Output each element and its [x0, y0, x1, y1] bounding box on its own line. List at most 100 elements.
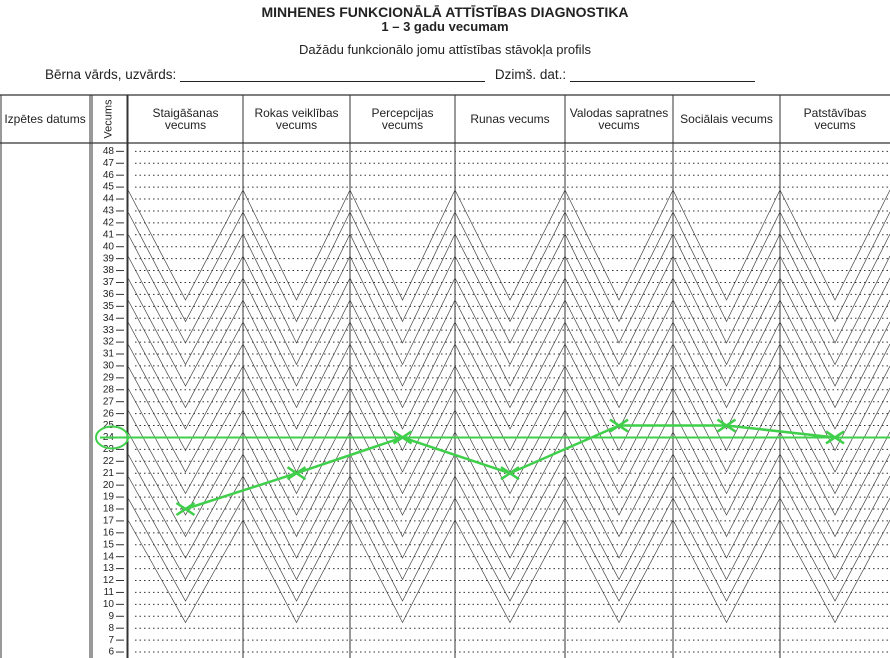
- v-guide: [564, 453, 674, 559]
- name-blank: [180, 69, 486, 82]
- v-guide: [672, 299, 781, 409]
- v-guide: [242, 321, 351, 430]
- v-guide: [242, 189, 351, 301]
- v-guide: [127, 365, 244, 473]
- v-guide: [127, 277, 244, 387]
- data-point: [825, 430, 845, 445]
- y-tick-label: 23: [103, 444, 115, 455]
- v-guide: [349, 277, 456, 387]
- v-guide: [349, 475, 456, 581]
- v-guide: [127, 255, 244, 366]
- y-tick-label: 26: [103, 408, 115, 419]
- v-guide: [349, 321, 456, 430]
- v-guide: [779, 233, 890, 344]
- y-tick-label: 31: [103, 349, 115, 360]
- v-guide: [349, 211, 456, 323]
- category-header: Runas vecums: [470, 112, 550, 126]
- v-guide: [454, 343, 566, 452]
- y-tick-label: 42: [103, 218, 115, 229]
- y-tick-label: 29: [103, 372, 115, 383]
- date-blank: [569, 69, 755, 82]
- v-guide: [672, 189, 781, 301]
- v-guide: [349, 519, 456, 624]
- v-guide: [454, 453, 566, 559]
- reference-circle: [95, 425, 129, 450]
- y-tick-label: 32: [103, 337, 115, 348]
- y-tick-label: 39: [103, 253, 115, 264]
- subtitle: 1 – 3 gadu vecumam: [381, 19, 509, 34]
- v-guide: [242, 453, 351, 559]
- v-guide: [779, 255, 890, 366]
- v-guide: [672, 431, 781, 538]
- v-guide: [349, 453, 456, 559]
- v-guide: [564, 431, 674, 538]
- y-tick-label: 16: [103, 527, 115, 538]
- category-header: Rokas veiklības vecums: [254, 106, 339, 132]
- category-header: Valodas sapratnes vecums: [569, 106, 669, 132]
- v-guide: [242, 431, 351, 538]
- y-tick-label: 27: [103, 396, 115, 407]
- y-tick-label: 43: [103, 206, 115, 217]
- y-tick-label: 19: [103, 492, 115, 503]
- v-guide: [779, 475, 890, 581]
- v-guide: [779, 321, 890, 430]
- v-guide: [127, 299, 244, 409]
- y-tick-label: 12: [103, 575, 115, 586]
- v-guide: [242, 255, 351, 366]
- v-guide: [349, 409, 456, 516]
- y-tick-label: 21: [103, 468, 115, 479]
- y-tick-label: 46: [103, 170, 115, 181]
- y-tick-label: 45: [103, 182, 115, 193]
- v-guide: [672, 409, 781, 516]
- v-guide: [127, 409, 244, 516]
- v-guide: [349, 431, 456, 538]
- v-guide: [779, 519, 890, 624]
- v-guide: [349, 497, 456, 602]
- v-guide: [349, 255, 456, 366]
- v-guide: [242, 497, 351, 602]
- v-guide: [672, 343, 781, 452]
- v-guide: [564, 497, 674, 602]
- v-guide: [242, 475, 351, 581]
- v-guide: [454, 475, 566, 581]
- v-guide: [779, 387, 890, 495]
- v-guide: [349, 299, 456, 409]
- title: MINHENES FUNKCIONĀLĀ ATTĪSTĪBAS DIAGNOST…: [261, 4, 629, 20]
- v-guide: [454, 409, 566, 516]
- data-point: [175, 501, 196, 517]
- y-tick-label: 28: [103, 384, 115, 395]
- y-tick-label: 34: [103, 313, 115, 324]
- y-tick-label: 37: [103, 277, 115, 288]
- category-header: Percepcijas vecums: [371, 106, 434, 132]
- v-guide: [349, 189, 456, 301]
- v-guide: [349, 387, 456, 495]
- data-point: [286, 466, 307, 481]
- v-guide: [564, 211, 674, 323]
- data-point: [716, 418, 737, 433]
- category-header: Sociālais vecums: [680, 112, 773, 126]
- data-point: [392, 430, 413, 445]
- v-guide: [454, 387, 566, 495]
- date-field: Dzimš. dat.:: [494, 67, 567, 82]
- v-guide: [564, 255, 674, 366]
- v-guide: [242, 343, 351, 452]
- y-tick-label: 33: [103, 325, 115, 336]
- y-tick-label: 15: [103, 539, 115, 550]
- heading: Dažādu funkcionālo jomu attīstības stāvo…: [299, 42, 591, 57]
- v-guide: [564, 387, 674, 495]
- v-guide: [564, 299, 674, 409]
- y-tick-label: 30: [103, 361, 115, 372]
- v-guide: [242, 387, 351, 495]
- v-guide: [564, 189, 674, 301]
- v-guide: [672, 233, 781, 344]
- v-guide: [779, 189, 890, 301]
- y-tick-label: 7: [108, 635, 114, 646]
- v-guide: [454, 211, 566, 323]
- name-field: Bērna vārds, uzvārds:: [45, 67, 177, 82]
- data-point: [500, 466, 520, 481]
- v-guide: [564, 475, 674, 581]
- v-guide: [454, 497, 566, 602]
- y-tick-label: 38: [103, 265, 115, 276]
